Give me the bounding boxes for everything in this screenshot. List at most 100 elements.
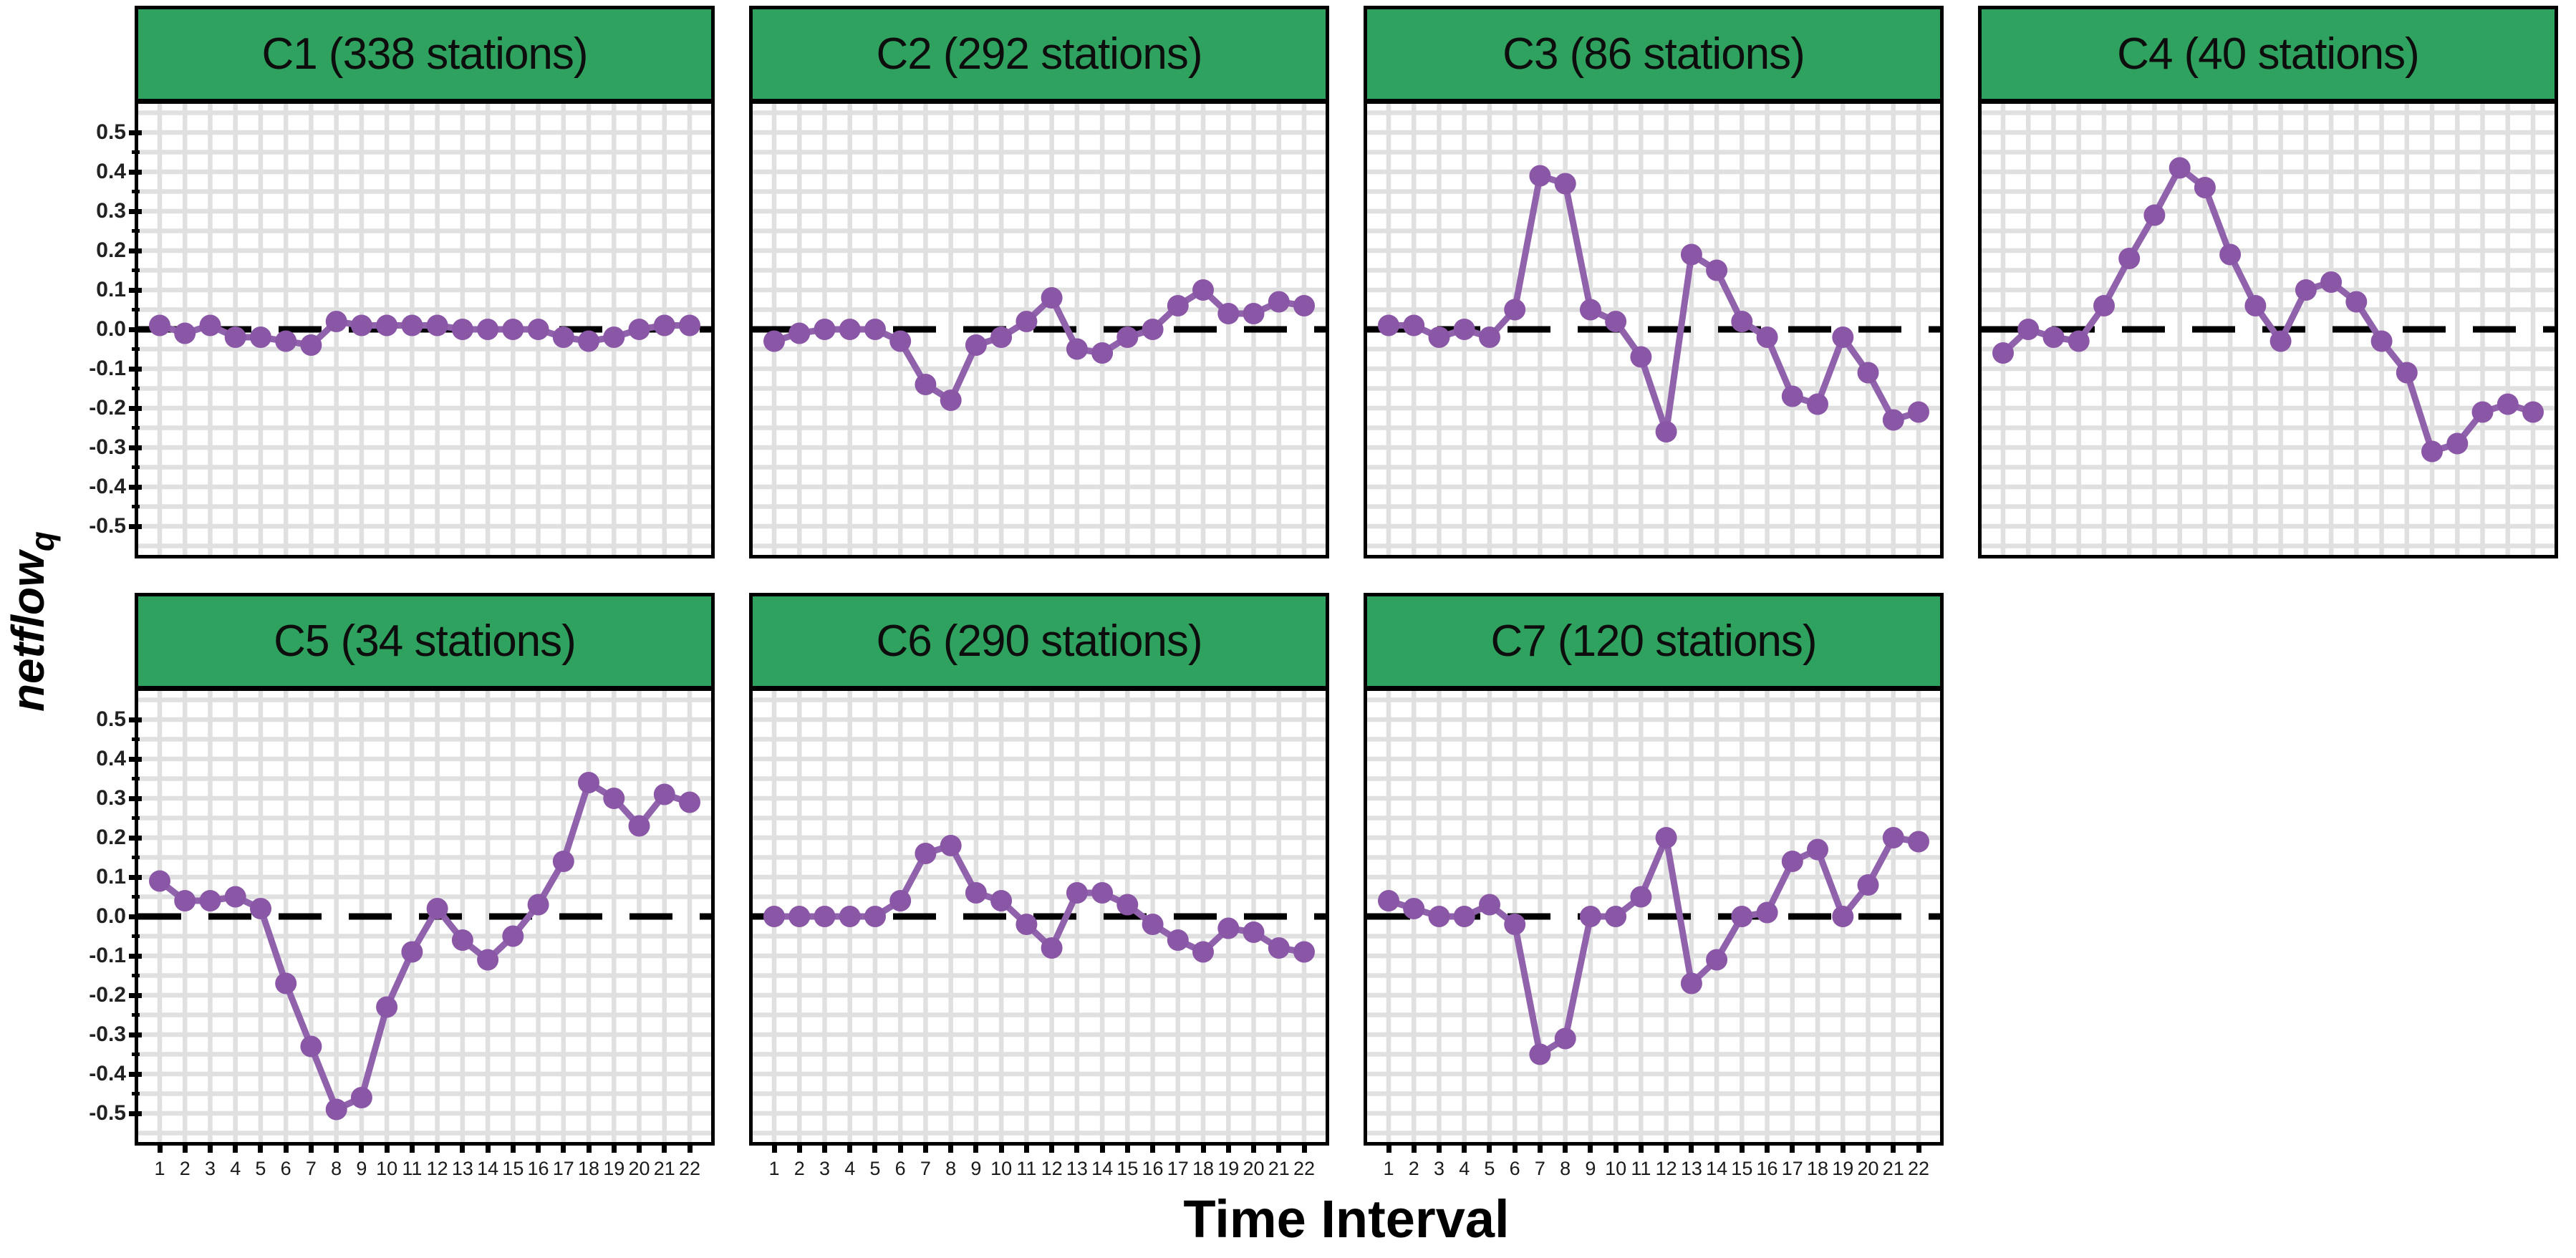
y-tick-label: -0.3	[89, 435, 126, 459]
y-tick-mark-major	[129, 248, 142, 253]
data-point-c7-6	[1504, 914, 1526, 935]
x-tick-label: 20	[1243, 1158, 1265, 1179]
x-tick-mark	[1765, 1143, 1770, 1153]
y-tick-mark-major	[129, 1032, 142, 1037]
data-point-c6-1	[763, 906, 785, 927]
x-tick-label: 10	[376, 1158, 398, 1179]
data-point-c4-22	[2522, 401, 2544, 423]
data-point-c2-5	[864, 319, 886, 340]
data-point-c3-9	[1579, 299, 1601, 321]
data-point-c4-16	[2370, 330, 2393, 352]
data-point-c5-20	[628, 815, 650, 837]
y-tick-label: 0.0	[96, 904, 126, 928]
data-point-c3-11	[1630, 346, 1652, 368]
data-point-c3-10	[1605, 311, 1627, 332]
y-tick-label: -0.4	[89, 475, 126, 498]
x-tick-mark	[1815, 1143, 1820, 1153]
data-point-c3-18	[1807, 393, 1828, 415]
x-tick-label: 18	[1807, 1158, 1829, 1179]
data-point-c6-3	[814, 906, 836, 927]
x-tick-label: 11	[1631, 1158, 1651, 1179]
data-point-c2-4	[839, 319, 861, 340]
panel-c2-chart	[753, 104, 1326, 555]
y-tick-label: 0.0	[96, 317, 126, 341]
panel-c1-plot	[138, 104, 711, 555]
x-tick-mark	[1537, 1143, 1543, 1153]
data-point-c3-13	[1680, 243, 1702, 266]
x-tick-mark	[1124, 1143, 1130, 1153]
x-tick-label: 20	[628, 1158, 650, 1179]
data-point-c4-5	[2093, 295, 2115, 316]
data-point-c1-15	[502, 319, 524, 340]
x-tick-mark	[1386, 1143, 1391, 1153]
data-point-c5-9	[350, 1087, 372, 1108]
x-tick-mark	[821, 1143, 827, 1153]
x-tick-mark	[973, 1143, 979, 1153]
x-tick-mark	[460, 1143, 465, 1153]
x-tick-mark	[258, 1143, 264, 1153]
y-tick-label: -0.2	[89, 983, 126, 1007]
data-point-c7-11	[1630, 886, 1652, 908]
y-tick-mark-major	[129, 169, 142, 175]
x-tick-mark	[561, 1143, 566, 1153]
panel-c7: C7 (120 stations)	[1364, 593, 1944, 1146]
x-tick-mark	[847, 1143, 853, 1153]
y-tick-label: 0.2	[96, 826, 126, 849]
x-tick-label: 7	[1534, 1158, 1545, 1179]
x-tick-mark	[1891, 1143, 1896, 1153]
data-point-c5-18	[578, 772, 599, 793]
x-tick-mark	[1790, 1143, 1795, 1153]
x-tick-label: 6	[1509, 1158, 1520, 1179]
x-tick-label: 15	[1116, 1158, 1139, 1179]
series-line	[1387, 834, 1919, 1058]
x-tick-label: 14	[477, 1158, 499, 1179]
x-tick-label: 2	[179, 1158, 190, 1179]
y-tick-mark-major	[129, 484, 142, 490]
x-tick-label: 19	[1832, 1158, 1854, 1179]
data-point-c7-13	[1680, 972, 1702, 995]
y-tick-mark-major	[129, 1071, 142, 1077]
data-point-c2-13	[1066, 338, 1088, 360]
panel-c4-chart	[1982, 104, 2555, 555]
data-point-c6-20	[1243, 921, 1265, 943]
panel-c5-header: C5 (34 stations)	[138, 596, 711, 691]
data-point-c7-12	[1655, 827, 1677, 848]
data-point-c5-10	[376, 996, 398, 1018]
x-tick-mark	[1613, 1143, 1619, 1153]
x-tick-label: 13	[1066, 1158, 1088, 1179]
x-tick-mark	[182, 1143, 188, 1153]
y-tick-label: 0.3	[96, 786, 126, 810]
data-point-c5-5	[250, 898, 271, 919]
x-tick-label: 15	[1731, 1158, 1753, 1179]
x-tick-mark	[1099, 1143, 1105, 1153]
panel-c6-header: C6 (290 stations)	[753, 596, 1326, 691]
y-axis-title: netflowq	[1, 531, 62, 712]
x-tick-label: 2	[1408, 1158, 1419, 1179]
x-tick-label: 7	[305, 1158, 317, 1179]
y-tick-mark-minor	[132, 150, 140, 154]
data-point-c7-4	[1453, 906, 1475, 927]
x-tick-label: 16	[1142, 1158, 1164, 1179]
data-point-c4-9	[2194, 177, 2216, 198]
data-point-c4-3	[2042, 326, 2065, 348]
y-tick-label: 0.2	[96, 238, 126, 262]
x-tick-mark	[409, 1143, 415, 1153]
y-tick-label: -0.1	[89, 357, 126, 380]
x-tick-label: 17	[1781, 1158, 1803, 1179]
x-tick-label: 8	[331, 1158, 342, 1179]
y-tick-mark-major	[129, 130, 142, 135]
data-point-c5-13	[451, 929, 473, 951]
y-tick-label: -0.5	[89, 1101, 126, 1125]
panel-c5-plot	[138, 691, 711, 1142]
y-tick-mark-minor	[132, 895, 140, 899]
y-tick-mark-major	[129, 405, 142, 411]
panel-c1: C1 (338 stations)	[135, 6, 715, 558]
data-point-c6-9	[965, 882, 987, 904]
x-tick-mark	[872, 1143, 878, 1153]
x-tick-mark	[1074, 1143, 1080, 1153]
x-tick-label: 7	[920, 1158, 931, 1179]
y-tick-label: 0.3	[96, 199, 126, 223]
x-tick-label: 12	[1041, 1158, 1063, 1179]
y-tick-mark-major	[129, 287, 142, 293]
x-tick-label: 8	[945, 1158, 957, 1179]
